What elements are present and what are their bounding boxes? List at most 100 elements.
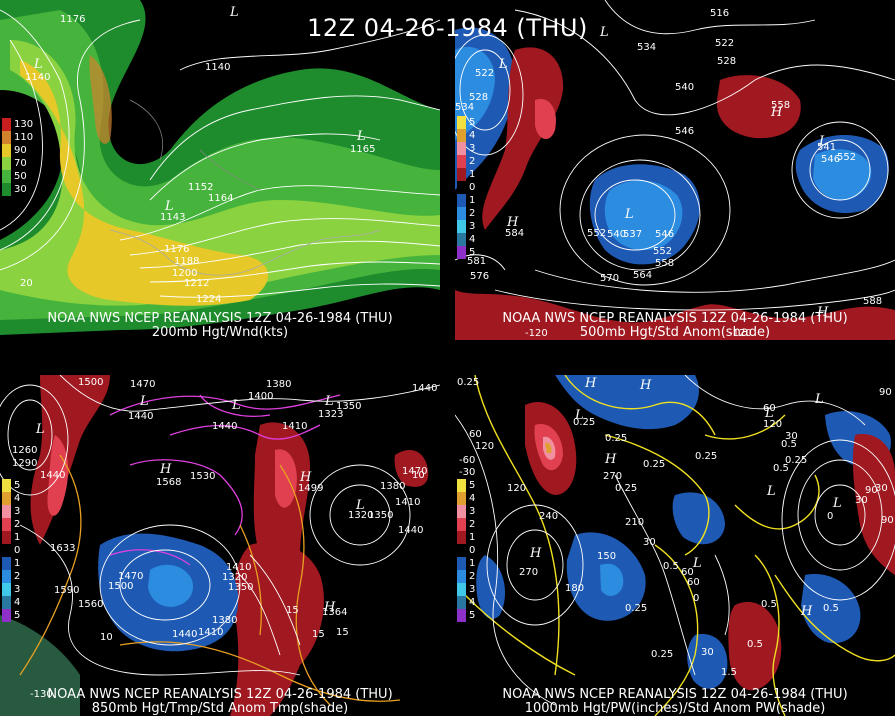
contour-label: 10 (412, 470, 425, 481)
contour-label: 1633 (50, 543, 75, 554)
contour-label: 534 (455, 102, 474, 113)
panel-850mb-height-temp-anomaly: 1500 1470 1380 1440 1440 1440 1350 1410 … (0, 375, 440, 716)
contour-label: 516 (710, 8, 729, 19)
jet-core (20, 60, 269, 306)
legend-swatch (2, 118, 11, 131)
contour-label: 1568 (156, 477, 181, 488)
legend-swatch (2, 183, 11, 196)
legend-entry: 4 (457, 492, 475, 505)
legend-swatch (457, 570, 466, 583)
contour-label: 1410 (198, 627, 223, 638)
contour-label: 30 (785, 431, 798, 442)
contour-label: 90 (881, 515, 894, 526)
contour-label: 1164 (208, 193, 233, 204)
legend-entry: 5 (457, 609, 475, 622)
legend-entry: 1 (457, 531, 475, 544)
edge-label: 20 (20, 278, 33, 289)
legend-entry: 3 (2, 583, 20, 596)
contour-label: 1323 (318, 409, 343, 420)
high-center-label: H (159, 462, 172, 477)
legend-swatch (457, 129, 466, 142)
pw-contour-label: 0.5 (773, 463, 789, 474)
contour-label: 552 (837, 152, 856, 163)
contour-label: 210 (625, 517, 644, 528)
contour-label: 1470 (130, 379, 155, 390)
map-850mb: 1500 1470 1380 1440 1440 1440 1350 1410 … (0, 375, 440, 716)
legend-label: 3 (469, 506, 476, 517)
legend-swatch (2, 131, 11, 144)
legend-label: 1 (14, 558, 21, 569)
contour-label: 10 (100, 632, 113, 643)
legend-swatch (457, 168, 466, 181)
legend-entry: 3 (457, 142, 475, 155)
positive-anomaly-west (482, 47, 564, 230)
contour-label: 60 (681, 567, 694, 578)
legend-label: 4 (469, 234, 476, 245)
contour-label: 120 (475, 441, 494, 452)
low-center-label: L (624, 207, 634, 222)
legend-label: 2 (469, 156, 476, 167)
legend-label: 1 (469, 558, 476, 569)
panel-caption-line1: NOAA NWS NCEP REANALYSIS 12Z 04-26-1984 … (47, 311, 393, 326)
contour-label: 0 (693, 593, 699, 604)
legend-swatch (2, 505, 11, 518)
high-center-label: H (299, 470, 312, 485)
contour-label: 1380 (212, 615, 237, 626)
legend-entry: 4 (2, 492, 20, 505)
low-center-label: L (692, 556, 702, 571)
contour-label: 1440 (172, 629, 197, 640)
legend-entry: 2 (457, 518, 475, 531)
legend-swatch (2, 596, 11, 609)
legend-swatch (457, 609, 466, 622)
contour-label: 552 (587, 228, 606, 239)
contour-label: 558 (655, 258, 674, 269)
legend-swatch (457, 116, 466, 129)
legend-entry: 0 (2, 544, 20, 557)
contour-label: 1500 (108, 581, 133, 592)
low-center-label: L (35, 422, 45, 437)
legend-swatch (457, 557, 466, 570)
contour-label: 1290 (12, 458, 37, 469)
contour-label: 1364 (322, 607, 347, 618)
legend-entry: 50 (2, 170, 33, 183)
contour-label: 1350 (228, 582, 253, 593)
contour-label: 1499 (298, 483, 323, 494)
contour-label: 1440 (398, 525, 423, 536)
contour-label: -30 (459, 467, 475, 478)
contour-label: 1140 (25, 72, 50, 83)
legend-entry: 4 (457, 129, 475, 142)
contour-label: 1176 (164, 244, 189, 255)
contour-label: 1590 (54, 585, 79, 596)
contour-label: 1152 (188, 182, 213, 193)
contour-label: 1320 (348, 510, 373, 521)
pw-contour-label: 0.5 (761, 599, 777, 610)
legend-entry: 5 (2, 479, 20, 492)
edge-label: -120 (525, 328, 548, 339)
contour-label: 1224 (196, 294, 221, 305)
legend-entry: 130 (2, 118, 33, 131)
legend-swatch (2, 144, 11, 157)
low-center-label: L (164, 199, 174, 214)
legend-entry: 5 (2, 609, 20, 622)
contour-label: 120 (507, 483, 526, 494)
legend-label: 5 (14, 480, 21, 491)
legend-swatch (457, 479, 466, 492)
contour-label: 1470 (118, 571, 143, 582)
contour-label: 1500 (78, 377, 103, 388)
legend-swatch (2, 492, 11, 505)
low-center-label: L (599, 25, 609, 40)
legend-swatch (457, 596, 466, 609)
pw-contour-label: 0.25 (573, 417, 595, 428)
contour-label: 15 (286, 605, 299, 616)
contour-label: 1200 (172, 268, 197, 279)
legend-entry: 5 (457, 116, 475, 129)
legend-label: 110 (14, 132, 34, 143)
contour-label: 546 (655, 229, 674, 240)
contour-label: 541 (817, 142, 836, 153)
negative-anomaly-band (555, 375, 699, 430)
legend-entry: 3 (457, 505, 475, 518)
contour-label: 1350 (368, 510, 393, 521)
legend-label: 130 (14, 119, 34, 130)
legend-label: 1 (469, 169, 476, 180)
legend-entry: 3 (457, 583, 475, 596)
